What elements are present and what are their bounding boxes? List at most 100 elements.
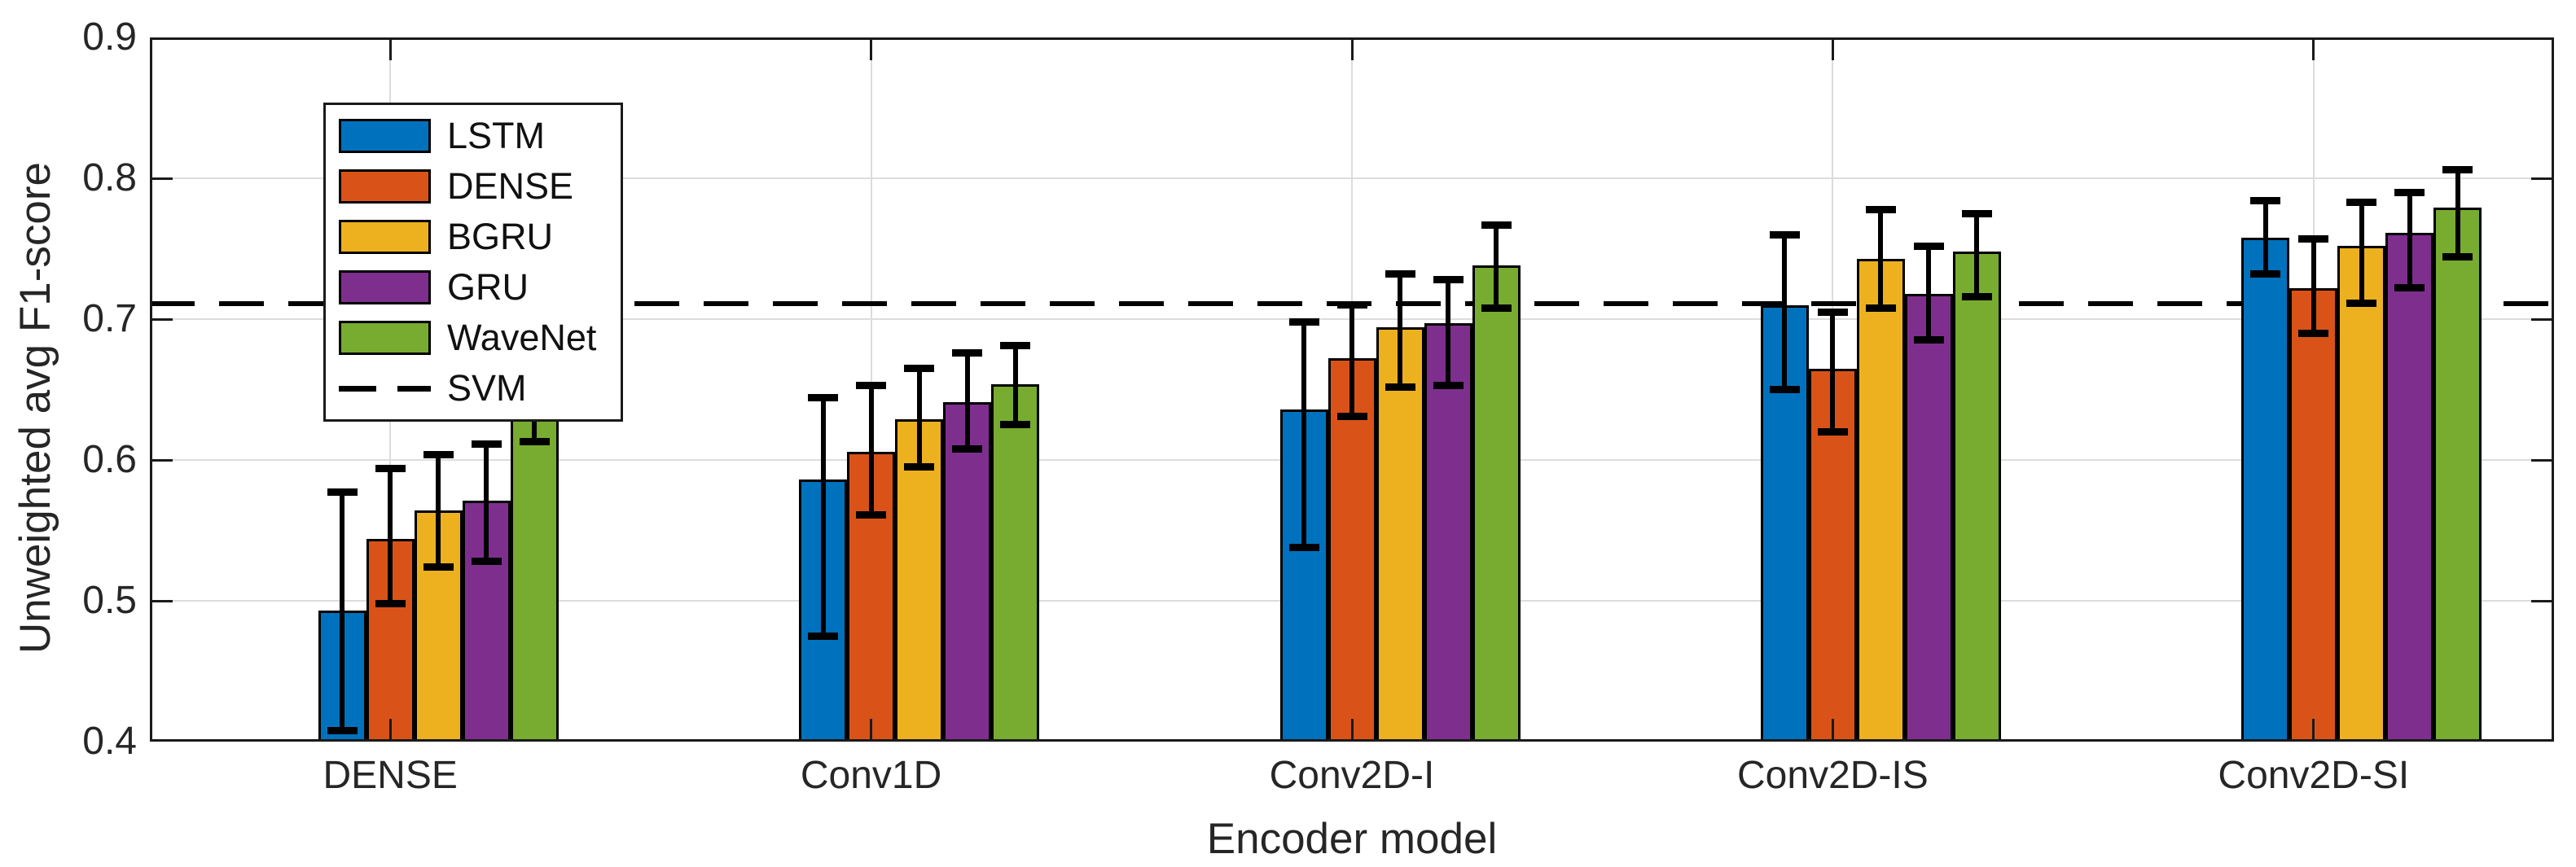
error-bar-line: [2455, 169, 2460, 257]
error-bar-cap-bottom: [808, 632, 839, 640]
error-bar-line: [2359, 202, 2364, 304]
error-bar-line: [964, 352, 970, 449]
error-bar-cap-bottom: [1385, 383, 1415, 391]
legend-dashed-line-icon: [339, 385, 431, 392]
error-bar-cap-bottom: [2346, 300, 2377, 308]
error-bar-line: [1782, 234, 1788, 390]
x-tick-bottom: [388, 719, 392, 742]
bar-bgru-conv2d-is: [1856, 258, 1905, 742]
x-tick-bottom: [870, 719, 873, 742]
y-tick-label: 0.9: [82, 15, 137, 59]
error-bar-cap-bottom: [1481, 304, 1512, 312]
y-tick-right: [2531, 599, 2554, 602]
legend-swatch-bgru: [339, 220, 431, 254]
y-tick-right: [2531, 317, 2554, 321]
legend-row: LSTM: [326, 111, 621, 161]
bar-gru-conv1d: [943, 402, 992, 742]
y-tick-left: [150, 317, 173, 321]
bar-lstm-conv2d-si: [2241, 237, 2290, 742]
error-bar-cap-top: [1961, 209, 1992, 217]
x-tick-label: Conv1D: [800, 754, 942, 797]
legend-label: LSTM: [447, 115, 546, 156]
error-bar-line: [1446, 279, 1450, 386]
error-bar-cap-bottom: [1817, 427, 1848, 436]
bar-wavenet-conv2d-i: [1472, 265, 1521, 742]
y-tick-right: [2531, 458, 2554, 462]
x-tick-label: DENSE: [323, 754, 458, 797]
bar-bgru-dense: [414, 510, 463, 742]
error-bar-line: [484, 444, 489, 562]
error-bar-line: [1974, 213, 1980, 297]
error-bar-cap-top: [327, 488, 358, 497]
error-bar-cap-bottom: [1865, 304, 1896, 312]
bar-wavenet-conv2d-is: [1952, 251, 2001, 742]
bar-bgru-conv2d-i: [1376, 327, 1424, 742]
error-bar-line: [1926, 246, 1932, 340]
error-bar-cap-top: [2298, 234, 2329, 243]
error-bar-cap-top: [2346, 198, 2377, 206]
error-bar-cap-bottom: [1288, 543, 1319, 551]
error-bar-cap-bottom: [1913, 336, 1944, 344]
x-tick-label: Conv2D-I: [1269, 754, 1435, 797]
legend-swatch-lstm: [339, 119, 431, 153]
error-bar-cap-top: [375, 464, 406, 472]
error-bar-line: [1398, 274, 1402, 388]
x-tick-bottom: [1350, 719, 1354, 742]
error-bar-cap-top: [1769, 230, 1800, 239]
y-tick-left: [150, 177, 173, 180]
error-bar-line: [820, 397, 826, 637]
error-bar-line: [436, 454, 441, 567]
legend-row: WaveNet: [326, 313, 621, 363]
y-tick-label: 0.6: [82, 438, 137, 481]
bar-dense-conv2d-si: [2289, 287, 2338, 742]
legend-row: BGRU: [326, 212, 621, 262]
bar-wavenet-conv2d-si: [2433, 208, 2482, 742]
error-bar-cap-top: [1336, 301, 1367, 309]
x-tick-top: [870, 37, 873, 60]
x-tick-bottom: [1831, 719, 1834, 742]
error-bar-cap-top: [2394, 188, 2425, 196]
error-bar-cap-bottom: [2250, 270, 2281, 278]
y-tick-left: [150, 458, 173, 462]
y-tick-label: 0.7: [82, 297, 137, 340]
error-bar-cap-top: [2442, 166, 2473, 174]
error-bar-cap-top: [1913, 242, 1944, 250]
error-bar-cap-bottom: [1000, 421, 1031, 429]
legend-label: SVM: [447, 367, 527, 409]
x-tick-bottom: [2312, 719, 2315, 742]
error-bar-line: [2407, 192, 2412, 288]
error-bar-cap-bottom: [2394, 284, 2425, 292]
error-bar-cap-top: [2250, 197, 2281, 205]
y-tick-label: 0.4: [82, 720, 137, 763]
legend-label: BGRU: [447, 216, 554, 257]
bar-gru-conv2d-is: [1904, 293, 1953, 742]
bar-gru-conv2d-si: [2385, 233, 2434, 742]
error-bar-cap-top: [952, 349, 983, 357]
error-bar-cap-bottom: [904, 463, 935, 471]
error-bar-cap-top: [856, 381, 887, 389]
legend-label: WaveNet: [447, 317, 597, 358]
x-tick-top: [1831, 37, 1834, 60]
error-bar-cap-top: [808, 394, 839, 402]
x-tick-top: [388, 37, 392, 60]
error-bar-cap-bottom: [471, 558, 502, 566]
x-tick-top: [2312, 37, 2315, 60]
legend-row: DENSE: [326, 161, 621, 212]
bar-wavenet-dense: [510, 393, 559, 742]
error-bar-cap-top: [904, 365, 935, 373]
error-bar-cap-bottom: [952, 444, 983, 453]
error-bar-cap-bottom: [1961, 292, 1992, 300]
error-bar-cap-top: [1433, 276, 1464, 284]
error-bar-line: [388, 468, 393, 604]
error-bar-line: [868, 385, 874, 515]
error-bar-cap-top: [1000, 342, 1031, 350]
bar-bgru-conv2d-si: [2337, 246, 2386, 742]
error-bar-cap-top: [1481, 221, 1512, 229]
error-bar-line: [340, 492, 345, 731]
legend-swatch-wavenet: [339, 321, 431, 355]
error-bar-cap-bottom: [2442, 253, 2473, 261]
error-bar-cap-top: [471, 440, 502, 449]
x-tick-label: Conv2D-IS: [1737, 754, 1929, 797]
error-bar-cap-top: [1817, 308, 1848, 316]
error-bar-line: [1494, 225, 1499, 309]
